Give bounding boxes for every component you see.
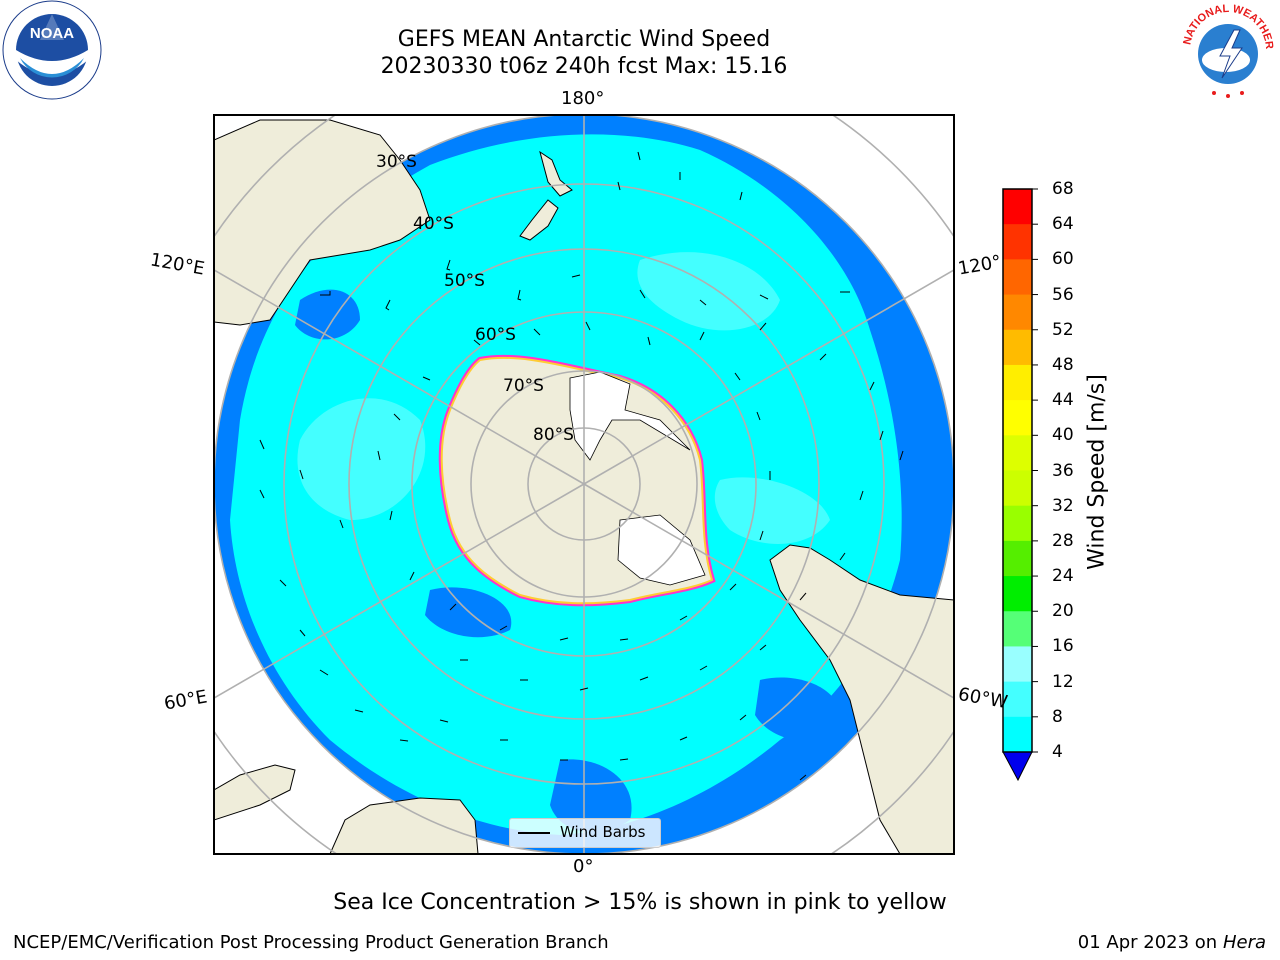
colorbar-tick-label: 52 — [1052, 319, 1074, 340]
ice-shelf-weddell — [617, 514, 706, 586]
colorbar-segment — [1003, 716, 1032, 753]
wind-patch — [637, 252, 780, 331]
colorbar-segment — [1003, 505, 1032, 542]
footer-credit: NCEP/EMC/Verification Post Processing Pr… — [13, 932, 609, 953]
colorbar-segment — [1003, 294, 1032, 331]
colorbar-segment — [1003, 364, 1032, 401]
colorbar-segment — [1003, 646, 1032, 683]
colorbar-tick-label: 64 — [1052, 214, 1074, 235]
map-frame — [213, 114, 955, 855]
ice-shelf-ross — [569, 371, 691, 461]
land-south-america — [769, 544, 954, 854]
colorbar-tick-label: 60 — [1052, 249, 1074, 270]
colorbar-segment — [1003, 681, 1032, 718]
colorbar-segment — [1003, 540, 1032, 577]
caption: Sea Ice Concentration > 15% is shown in … — [333, 890, 947, 915]
colorbar-segment — [1003, 611, 1032, 647]
latitude-label-60s: 60°S — [475, 325, 516, 345]
colorbar-tick-label: 4 — [1052, 742, 1063, 762]
wind-patch — [714, 477, 830, 544]
latitude-label-70s: 70°S — [503, 376, 544, 396]
colorbar-segment — [1003, 329, 1032, 366]
latitude-label-50s: 50°S — [444, 271, 485, 291]
colorbar-tick-label: 68 — [1052, 179, 1074, 199]
noaa-logo-text: NOAA — [30, 25, 74, 42]
latitude-label-80s: 80°S — [533, 425, 574, 445]
colorbar-label: Wind Speed [m/s] — [1084, 374, 1110, 570]
chart-subtitle: 20230330 t06z 240h fcst Max: 15.16 — [380, 54, 788, 79]
wind-patch — [297, 398, 426, 520]
latitude-label-40s: 40°S — [413, 214, 454, 234]
colorbar-segment — [1003, 470, 1032, 507]
colorbar-tick-label: 12 — [1052, 671, 1074, 692]
meridian-label-0: 0° — [573, 856, 594, 877]
colorbar-segment — [1003, 189, 1032, 225]
colorbar-segment — [1003, 224, 1032, 260]
colorbar-segment — [1003, 435, 1032, 471]
noaa-logo: NOAA — [2, 0, 102, 100]
colorbar-segment — [1003, 576, 1032, 612]
colorbar-tick-label: 36 — [1052, 460, 1074, 481]
latitude-label-30s: 30°S — [376, 152, 417, 172]
colorbar-tick-label: 20 — [1052, 601, 1074, 622]
colorbar-tick-label: 24 — [1052, 566, 1074, 587]
colorbar — [1002, 188, 1038, 782]
colorbar-tick-label: 44 — [1052, 390, 1074, 411]
footer-machine: Hera — [1222, 932, 1266, 953]
colorbar-tick-label: 8 — [1052, 706, 1063, 727]
land-africa — [329, 797, 479, 854]
legend-label: Wind Barbs — [560, 823, 646, 841]
meridian-label-180: 180° — [561, 88, 605, 109]
colorbar-tick-label: 48 — [1052, 354, 1074, 375]
wind-patch-low — [550, 759, 632, 832]
colorbar-tick-label: 16 — [1052, 636, 1074, 657]
land-new-zealand-south — [519, 199, 559, 241]
colorbar-segment — [1003, 259, 1032, 296]
chart-title: GEFS MEAN Antarctic Wind Speed — [397, 27, 771, 52]
nws-logo: NATIONAL WEATHER SERVICE — [1176, 0, 1275, 99]
colorbar-tick-label: 56 — [1052, 284, 1074, 305]
graticule — [214, 115, 954, 854]
colorbar-tick-label: 28 — [1052, 530, 1074, 551]
footer-date-text: 01 Apr 2023 on — [1077, 932, 1223, 953]
wind-patch-low — [755, 677, 842, 741]
colorbar-segment — [1003, 400, 1032, 436]
legend-line-sample — [518, 832, 550, 834]
colorbar-tick-label: 32 — [1052, 495, 1074, 516]
legend: Wind Barbs — [509, 818, 661, 848]
wind-patch-low — [425, 587, 512, 638]
colorbar-tick-label: 40 — [1052, 425, 1074, 446]
footer-date: 01 Apr 2023 on Hera — [1078, 932, 1266, 953]
wind-barbs — [259, 151, 904, 781]
